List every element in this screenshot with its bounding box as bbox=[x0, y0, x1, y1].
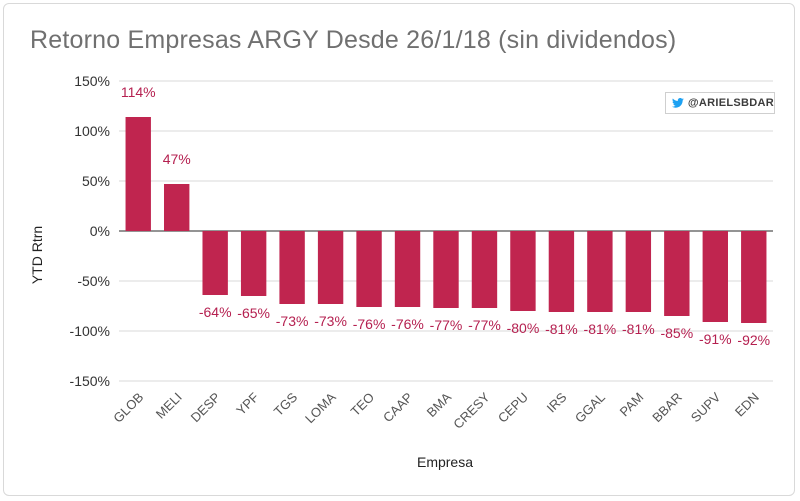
bar-ypf bbox=[240, 231, 267, 296]
x-axis-title: Empresa bbox=[417, 454, 473, 470]
y-tick-label: -150% bbox=[70, 373, 110, 389]
data-label: -77% bbox=[430, 317, 463, 333]
chart-title: Retorno Empresas ARGY Desde 26/1/18 (sin… bbox=[30, 26, 677, 54]
x-tick-label: TGS bbox=[271, 389, 301, 419]
data-label: -77% bbox=[468, 317, 501, 333]
twitter-handle-text: @ARIELSBDAR bbox=[687, 97, 774, 109]
data-label: -73% bbox=[276, 313, 309, 329]
bar-cepu bbox=[510, 231, 536, 311]
y-tick-label: 100% bbox=[74, 123, 110, 139]
x-tick-label: BMA bbox=[424, 389, 455, 420]
data-label: -64% bbox=[199, 304, 232, 320]
bar-loma bbox=[317, 231, 344, 304]
y-tick-label: 150% bbox=[74, 73, 110, 89]
y-tick-label: 0% bbox=[90, 223, 110, 239]
bar-glob bbox=[125, 117, 151, 231]
bar-ggal bbox=[587, 231, 613, 312]
data-label: -91% bbox=[699, 331, 732, 347]
y-axis-ticks: 150% 100% 50% 0% -50% -100% -150% bbox=[70, 73, 110, 389]
bar-irs bbox=[548, 231, 575, 312]
x-tick-label: MELI bbox=[153, 390, 185, 422]
bar-teo bbox=[356, 231, 382, 307]
data-label: -76% bbox=[391, 316, 424, 332]
data-label: -81% bbox=[545, 321, 578, 337]
x-tick-label: EDN bbox=[732, 390, 762, 420]
data-label: -73% bbox=[314, 313, 347, 329]
x-tick-label: TEO bbox=[348, 390, 378, 420]
x-tick-label: CAAP bbox=[380, 390, 416, 426]
bar-supv bbox=[702, 231, 728, 322]
bar-bma bbox=[433, 231, 459, 308]
data-label: -81% bbox=[622, 321, 655, 337]
bar-bbar bbox=[664, 231, 690, 316]
x-tick-label: DESP bbox=[188, 390, 224, 426]
x-tick-label: PAM bbox=[617, 390, 647, 420]
data-label: -85% bbox=[660, 325, 693, 341]
bar-pam bbox=[625, 231, 652, 312]
x-tick-label: BBAR bbox=[649, 390, 685, 426]
data-label: -92% bbox=[737, 332, 770, 348]
data-label: -81% bbox=[584, 321, 617, 337]
y-tick-label: -50% bbox=[77, 273, 110, 289]
twitter-bird-icon bbox=[672, 98, 684, 108]
data-label: 47% bbox=[163, 151, 191, 167]
x-tick-label: YPF bbox=[233, 389, 262, 418]
bar-tgs bbox=[279, 231, 305, 304]
x-tick-label: CEPU bbox=[495, 390, 531, 426]
data-labels: 114%47%-64% -65% -73% -73% -76% -76% -77% -77% -… bbox=[121, 84, 770, 348]
bars bbox=[125, 117, 767, 323]
y-axis-title: YTD Rtrn bbox=[29, 226, 45, 284]
x-tick-label: GGAL bbox=[572, 390, 608, 426]
bar-caap bbox=[394, 231, 421, 307]
x-tick-label: GLOB bbox=[110, 390, 146, 426]
data-label: 114% bbox=[121, 84, 156, 100]
x-tick-label: SUPV bbox=[688, 389, 724, 425]
x-tick-label: CRESY bbox=[450, 389, 493, 432]
bar-desp bbox=[202, 231, 228, 295]
x-tick-label: IRS bbox=[544, 389, 570, 415]
bar-meli bbox=[164, 184, 190, 231]
twitter-handle-badge[interactable]: @ARIELSBDAR bbox=[665, 92, 775, 114]
data-label: -65% bbox=[237, 305, 270, 321]
x-tick-label: LOMA bbox=[302, 389, 339, 426]
y-tick-label: -100% bbox=[70, 323, 110, 339]
bar-edn bbox=[741, 231, 767, 323]
data-label: -76% bbox=[353, 316, 386, 332]
y-tick-label: 50% bbox=[82, 173, 110, 189]
data-label: -80% bbox=[507, 320, 540, 336]
bar-cresy bbox=[471, 231, 498, 308]
